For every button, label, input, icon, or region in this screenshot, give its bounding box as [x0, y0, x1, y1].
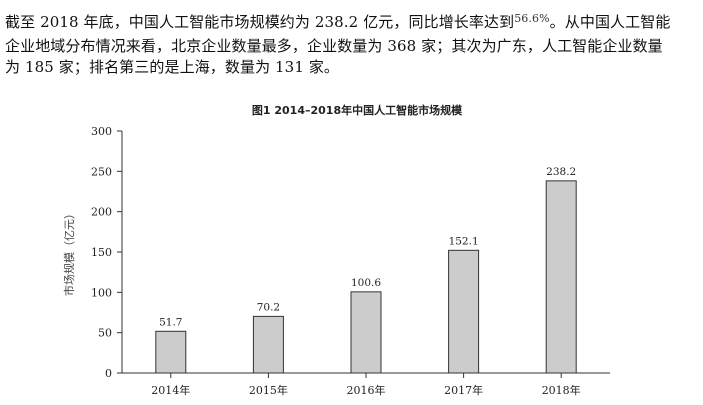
x-tick-label: 2014年	[151, 383, 190, 397]
y-tick-label: 300	[91, 125, 112, 138]
data-label: 238.2	[546, 166, 576, 178]
data-label: 70.2	[257, 301, 280, 313]
y-tick-label: 0	[105, 367, 112, 380]
text-line-1: 截至 2018 年底，中国人工智能市场规模约为 238.2 亿元，同比增长率达到…	[5, 8, 697, 36]
text-line-2: 企业地域分布情况来看，北京企业数量最多，企业数量为 368 家；其次为广东，人工…	[5, 37, 663, 55]
y-axis-label: 市场规模（亿元）	[62, 208, 76, 296]
bar-2014年	[155, 330, 187, 374]
x-tick-label: 2016年	[347, 383, 386, 397]
y-tick-label: 250	[91, 165, 112, 178]
text-line-1-end: 。从中国人工智能	[549, 13, 671, 31]
bar-2018年	[545, 180, 577, 374]
y-tick-label: 200	[91, 206, 112, 219]
text-line-1-main: 截至 2018 年底，中国人工智能市场规模约为 238.2 亿元，同比增长率达到	[5, 13, 515, 31]
growth-rate-percent: 56.6%	[514, 12, 550, 25]
bar-2017年	[448, 249, 480, 374]
x-tick-label: 2015年	[249, 383, 288, 397]
body-paragraph: 截至 2018 年底，中国人工智能市场规模约为 238.2 亿元，同比增长率达到…	[5, 8, 697, 78]
y-axis-ticks: 0 50 100 150 200 250 300	[91, 125, 122, 380]
x-tick-label: 2018年	[542, 383, 581, 397]
data-label: 152.1	[449, 235, 479, 247]
x-axis-ticks: 2014年 2015年 2016年 2017年 2018年	[151, 373, 581, 397]
y-tick-label: 100	[91, 286, 112, 299]
x-tick-label: 2017年	[444, 383, 483, 397]
bars-group: 51.7 70.2 100.6 152.1 238.2	[155, 166, 577, 374]
y-tick-label: 150	[91, 246, 112, 259]
text-line-3: 为 185 家；排名第三的是上海，数量为 131 家。	[5, 58, 340, 76]
bar-2015年	[252, 315, 284, 374]
bar-2016年	[350, 291, 382, 374]
chart-title: 图1 2014–2018年中国人工智能市场规模	[252, 103, 463, 117]
data-label: 100.6	[351, 277, 381, 289]
y-tick-label: 50	[98, 327, 112, 340]
data-label: 51.7	[159, 316, 182, 328]
